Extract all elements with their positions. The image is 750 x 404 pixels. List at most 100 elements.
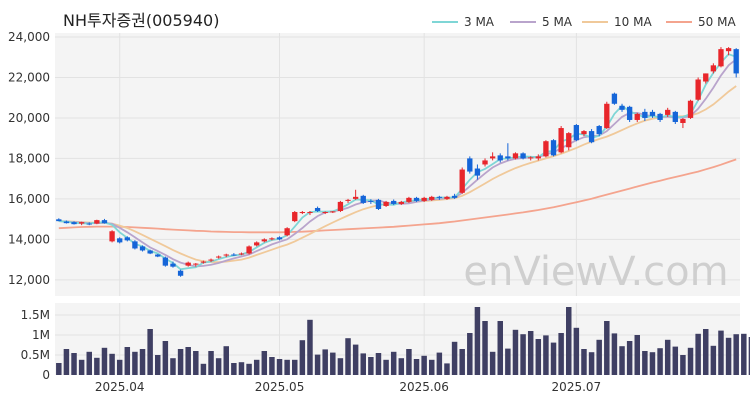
volume-bar: [421, 355, 427, 375]
volume-bar: [459, 349, 465, 375]
candle-body: [474, 168, 481, 176]
candle-body: [482, 160, 488, 165]
candle-body: [489, 156, 496, 159]
volume-bar: [474, 307, 481, 375]
candle-body: [86, 223, 92, 225]
candle-body: [314, 207, 321, 212]
price-tick-label: 14,000: [8, 232, 50, 246]
candle-body: [71, 222, 77, 225]
candle-body: [695, 79, 701, 100]
candle-body: [505, 156, 511, 159]
candle-body: [231, 254, 237, 256]
volume-bar: [71, 353, 77, 375]
candle-body: [611, 93, 618, 104]
price-tick-label: 22,000: [8, 70, 50, 84]
candle-body: [109, 231, 115, 242]
volume-bar: [177, 349, 184, 375]
candle-body: [345, 199, 351, 201]
volume-bar: [512, 329, 519, 375]
volume-bar: [94, 357, 100, 375]
volume-bar: [299, 340, 306, 375]
candle-body: [322, 212, 328, 214]
price-panel-bg: [55, 33, 740, 296]
candle-body: [680, 118, 686, 123]
legend-label: 50 MA: [698, 15, 736, 29]
candle-body: [177, 270, 184, 276]
volume-bar: [383, 359, 389, 375]
volume-bar: [345, 338, 351, 375]
candle-body: [276, 237, 283, 240]
candle-body: [619, 105, 625, 110]
volume-bar: [596, 339, 602, 375]
volume-bar: [147, 329, 153, 375]
candle-body: [718, 49, 724, 67]
volume-bar: [56, 363, 62, 375]
volume-bar: [489, 351, 496, 375]
candle-body: [710, 65, 717, 72]
volume-bar: [467, 333, 473, 375]
candle-body: [269, 238, 275, 240]
volume-bar: [543, 335, 549, 375]
volume-bar: [482, 321, 488, 375]
volume-bar: [284, 359, 290, 375]
volume-bar: [375, 353, 382, 375]
x-tick-label: 2025.06: [399, 380, 449, 394]
candle-body: [94, 220, 100, 224]
volume-bar: [687, 347, 694, 375]
candle-body: [429, 196, 435, 200]
candle-body: [337, 201, 344, 212]
volume-bar: [725, 337, 732, 375]
candle-body: [642, 111, 648, 118]
volume-bar: [139, 349, 146, 375]
volume-bar: [368, 357, 374, 375]
volume-bar: [573, 327, 580, 375]
chart-title: NH투자증권(005940): [63, 11, 219, 30]
candle-body: [626, 106, 633, 120]
volume-bar: [231, 363, 237, 375]
volume-bar: [505, 348, 511, 375]
volume-bar: [398, 358, 405, 375]
price-tick-label: 16,000: [8, 192, 50, 206]
volume-bar: [429, 359, 435, 375]
x-tick-label: 2025.05: [255, 380, 305, 394]
candle-body: [215, 256, 222, 258]
volume-bar: [695, 333, 701, 375]
price-tick-label: 12,000: [8, 273, 50, 287]
candle-body: [467, 158, 473, 172]
volume-bar: [314, 354, 321, 375]
volume-bar: [619, 346, 625, 375]
volume-bar: [451, 341, 458, 375]
volume-bar: [276, 359, 283, 375]
candle-body: [375, 199, 382, 209]
candlesticks: [56, 47, 739, 277]
volume-bar: [246, 363, 252, 375]
volume-bar: [664, 339, 671, 375]
volume-bar: [611, 333, 618, 375]
candle-body: [665, 109, 671, 115]
price-tick-label: 24,000: [8, 30, 50, 44]
volume-bar: [360, 353, 366, 375]
volume-bar: [657, 348, 663, 375]
candle-body: [63, 221, 70, 224]
volume-bar: [215, 358, 222, 375]
volume-bar: [307, 319, 313, 375]
volume-bar: [261, 351, 268, 375]
candle-body: [406, 197, 412, 202]
volume-tick-label: 0: [42, 368, 50, 382]
candle-body: [634, 113, 640, 120]
candle-body: [155, 254, 161, 257]
price-tick-label: 20,000: [8, 111, 50, 125]
ma50-line: [58, 158, 737, 234]
candle-body: [360, 195, 366, 203]
candle-body: [299, 212, 306, 214]
volume-bar: [155, 355, 161, 375]
volume-bar: [497, 321, 503, 375]
candle-body: [383, 201, 389, 206]
volume-bar: [748, 337, 750, 375]
candle-body: [56, 219, 62, 222]
watermark: enViewV.com: [463, 249, 728, 295]
volume-bar: [588, 352, 595, 375]
candle-body: [368, 200, 374, 202]
volume-bar: [672, 346, 679, 375]
candle-body: [170, 263, 176, 267]
